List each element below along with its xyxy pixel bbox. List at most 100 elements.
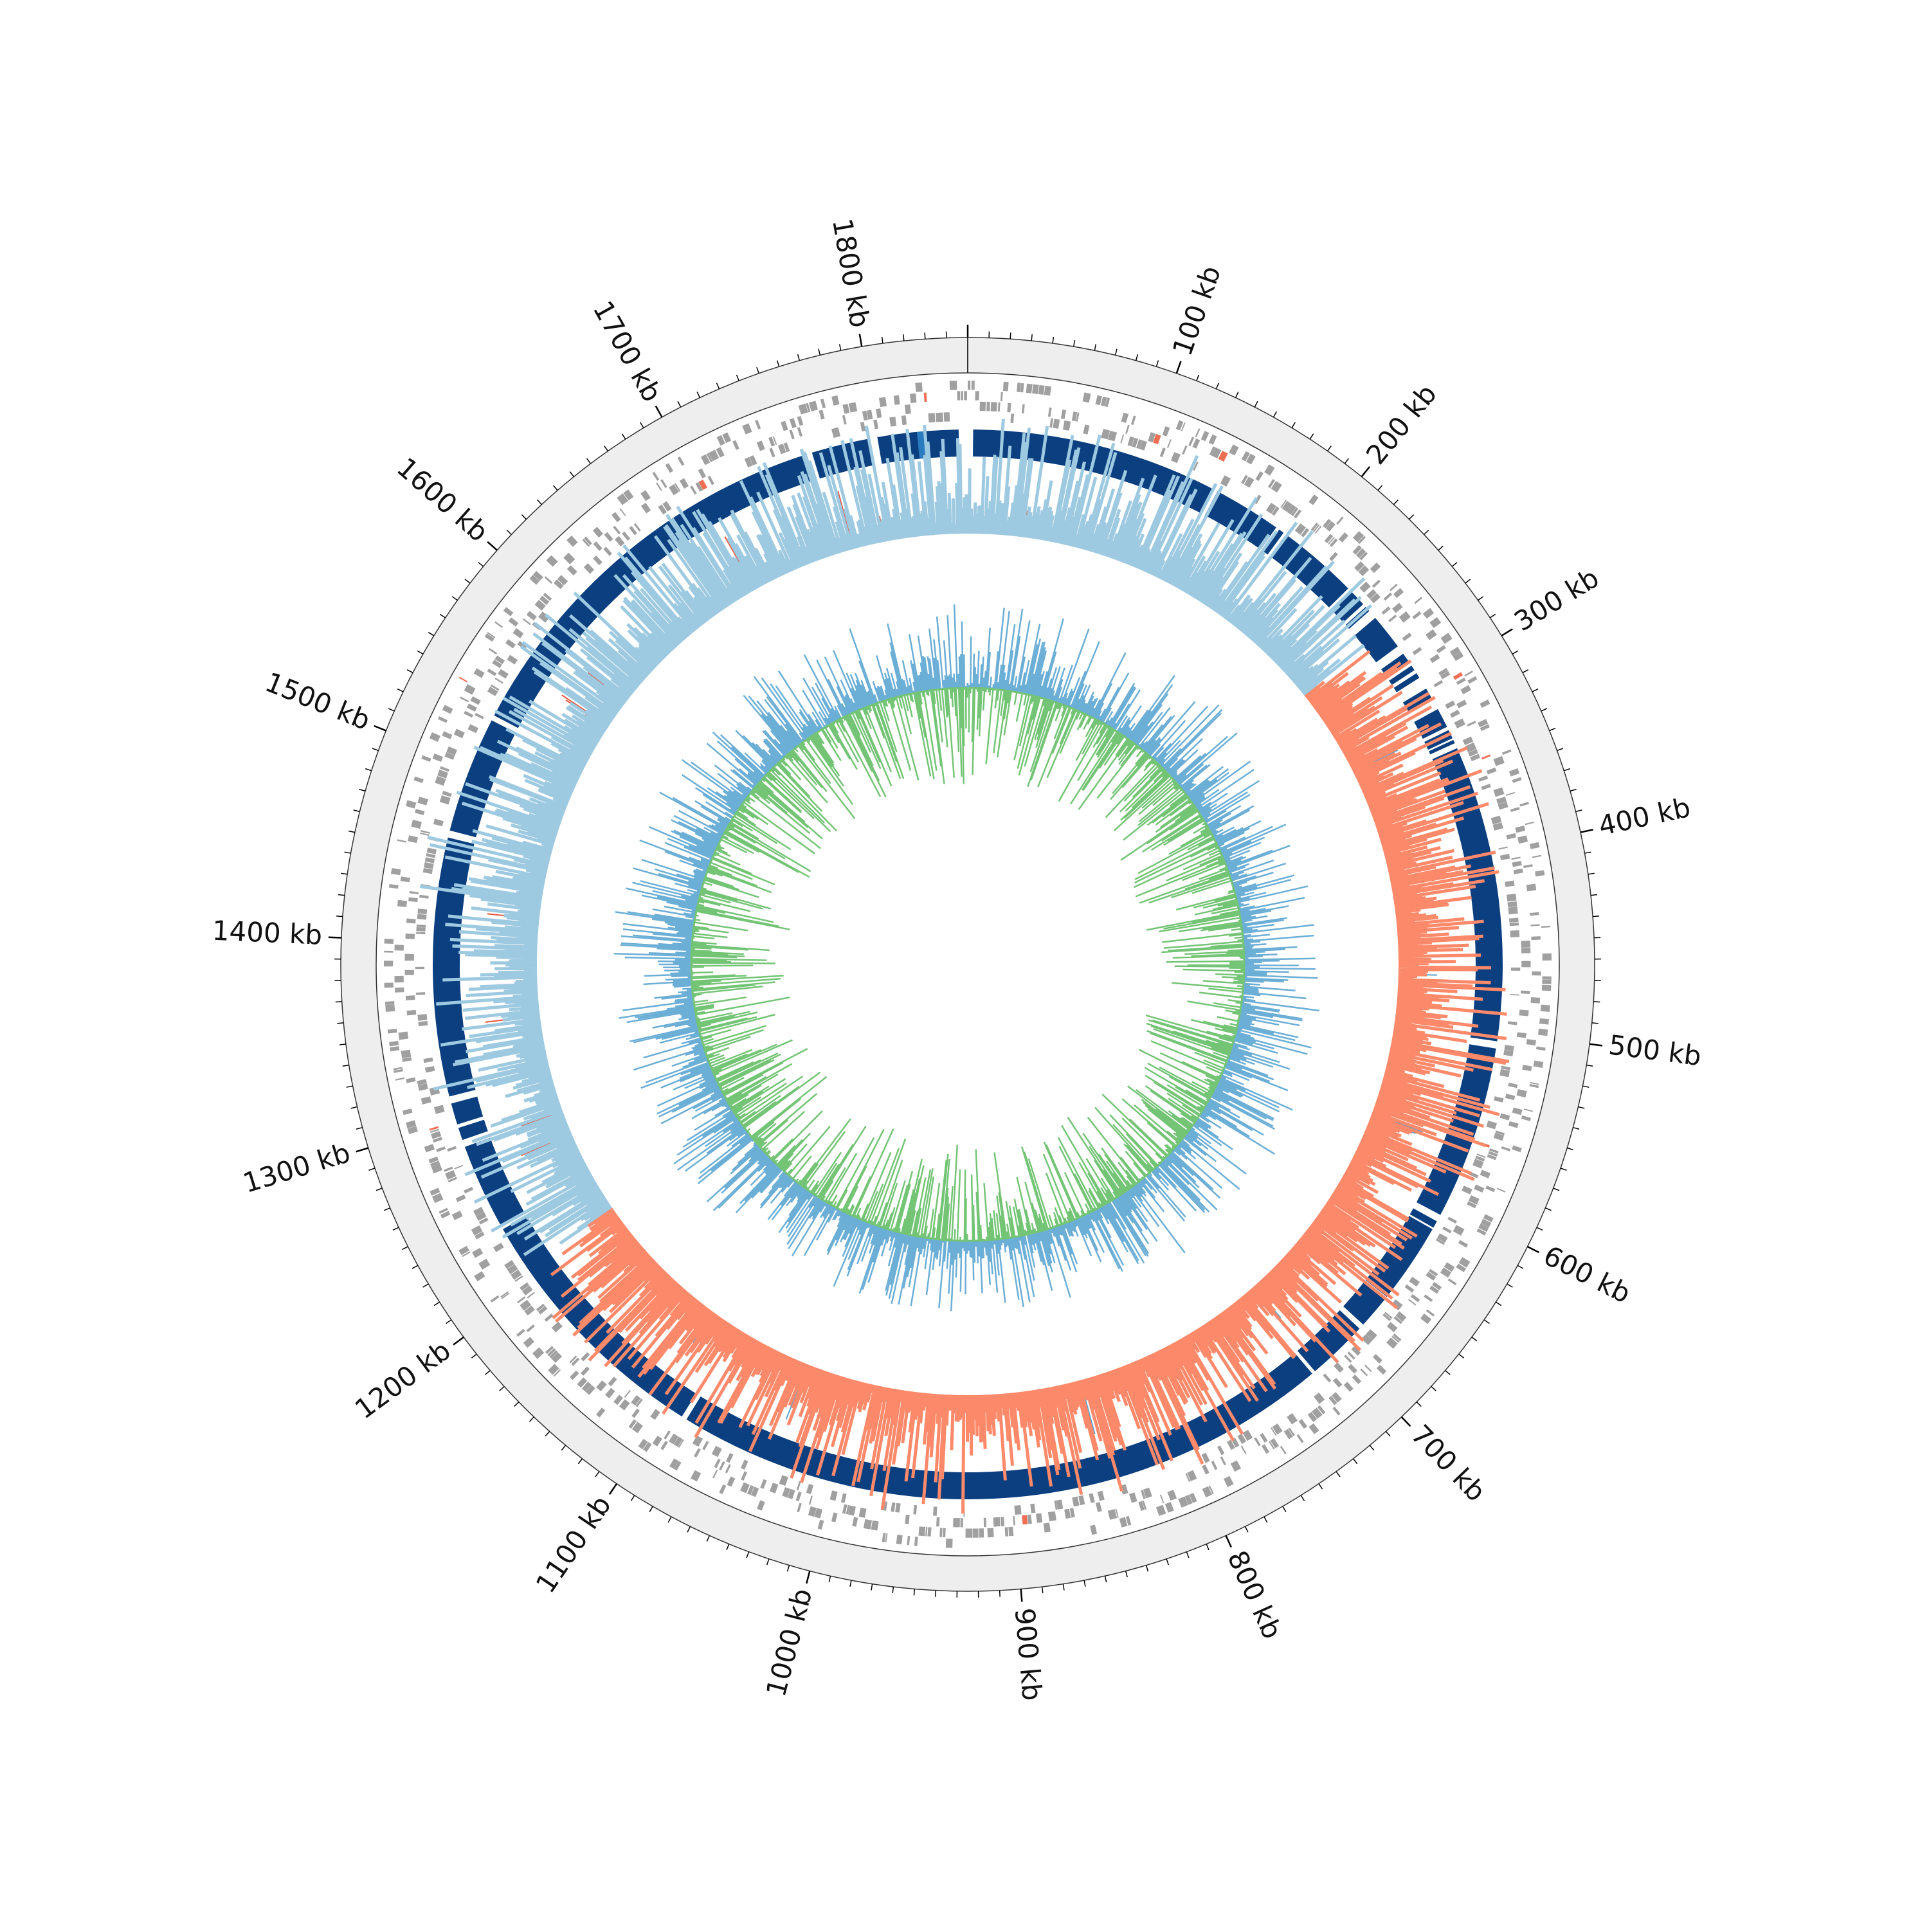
feature [1129,1492,1137,1503]
feature [910,393,916,403]
minor-tick [1245,1526,1248,1532]
feature [1388,615,1397,622]
minor-tick [1074,340,1075,347]
feature [946,1539,953,1548]
feature [408,835,418,843]
feature [1514,869,1523,874]
minor-tick [1301,1495,1304,1501]
block [433,838,475,1097]
scale-label: 1100 kb [530,1490,617,1598]
feature [405,970,414,975]
feature [1502,749,1512,755]
feature [925,1527,927,1536]
feature [1494,1096,1503,1103]
minor-tick [903,334,904,341]
feature [1423,608,1434,619]
feature [914,1537,918,1546]
feature [545,576,552,584]
scale-label: 1700 kb [587,296,668,407]
minor-tick [1216,383,1218,389]
minor-tick [1593,916,1599,917]
feature [1121,413,1129,423]
minor-tick [1094,344,1096,350]
feature [523,618,531,626]
feature [1462,1186,1472,1195]
minor-tick [1553,1188,1559,1191]
feature [660,1441,667,1450]
feature [1413,647,1422,655]
minor-tick [338,894,345,895]
minor-tick [1445,1371,1451,1375]
feature [1505,881,1514,887]
minor-tick [500,1386,504,1391]
feature [397,900,407,907]
minor-tick [737,375,739,381]
minor-tick [1459,1354,1464,1358]
feature [1217,1445,1224,1455]
feature [712,1446,722,1458]
feature [660,479,667,488]
minor-tick [1541,709,1547,711]
minor-tick [850,1580,851,1587]
major-tick [860,334,862,347]
feature [1501,1146,1511,1151]
feature [1539,1018,1549,1025]
feature [410,891,419,894]
feature [1390,584,1398,591]
feature [732,440,739,450]
feature [1098,1491,1105,1501]
feature [984,1518,986,1527]
minor-tick [1532,689,1538,692]
feature [523,1337,534,1348]
minor-tick [1084,1580,1085,1587]
feature [1508,1083,1517,1088]
feature [1467,721,1476,727]
minor-tick [1517,1265,1523,1268]
minor-tick [1310,434,1313,439]
minor-tick [640,422,644,428]
feature [1201,431,1209,441]
feature [1414,597,1422,604]
feature [593,527,603,537]
minor-tick [354,810,360,811]
feature [498,669,509,679]
feature [991,402,997,411]
feature [779,1475,788,1486]
feature [405,934,415,939]
feature [841,1493,847,1503]
feature [936,1517,939,1526]
feature [1339,532,1348,543]
feature [1284,1429,1293,1440]
feature [1521,991,1530,994]
major-tick [610,1484,617,1495]
feature [1195,428,1200,437]
feature [532,1347,544,1359]
feature [385,1004,395,1012]
minor-tick [1328,446,1332,451]
feature [433,754,443,762]
feature [1022,1515,1028,1524]
minor-tick [343,1065,349,1067]
minor-tick [423,1284,429,1287]
feature [1256,471,1263,481]
scale-label: 1600 kb [391,451,494,548]
scale-label: 1300 kb [239,1137,354,1199]
minor-tick [747,1552,748,1558]
feature [678,456,685,466]
feature [1405,1285,1415,1293]
feature [624,1390,631,1398]
feature [986,402,990,411]
feature [1182,446,1187,455]
feature [1120,434,1124,443]
feature [417,1014,427,1021]
feature [719,1485,726,1494]
feature [1070,1508,1075,1517]
feature [467,703,477,712]
minor-tick [356,1128,363,1130]
feature [656,482,662,491]
feature [1392,603,1403,613]
feature [894,395,900,405]
major-tick [356,1148,368,1152]
feature [472,1248,483,1258]
feature [527,611,537,620]
